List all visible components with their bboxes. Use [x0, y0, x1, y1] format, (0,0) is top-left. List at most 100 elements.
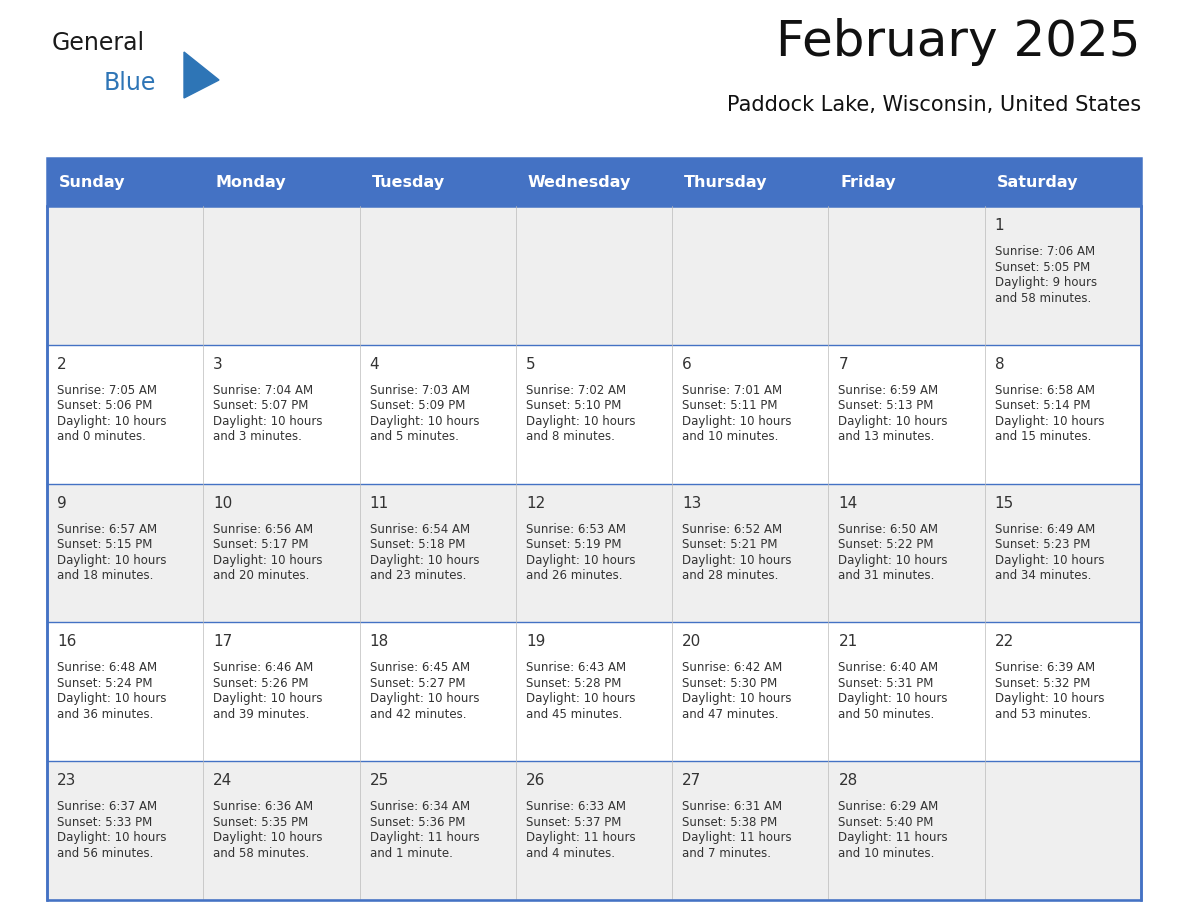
Text: Sunset: 5:21 PM: Sunset: 5:21 PM	[682, 538, 778, 551]
Text: Daylight: 11 hours: Daylight: 11 hours	[839, 831, 948, 845]
Text: and 58 minutes.: and 58 minutes.	[994, 292, 1091, 305]
Text: Sunset: 5:31 PM: Sunset: 5:31 PM	[839, 677, 934, 690]
Text: Daylight: 10 hours: Daylight: 10 hours	[369, 415, 479, 428]
Text: Daylight: 11 hours: Daylight: 11 hours	[526, 831, 636, 845]
Text: Sunset: 5:26 PM: Sunset: 5:26 PM	[214, 677, 309, 690]
Text: Sunrise: 7:02 AM: Sunrise: 7:02 AM	[526, 384, 626, 397]
Text: Sunrise: 7:01 AM: Sunrise: 7:01 AM	[682, 384, 782, 397]
Text: and 15 minutes.: and 15 minutes.	[994, 431, 1091, 443]
Text: and 5 minutes.: and 5 minutes.	[369, 431, 459, 443]
Bar	[48, 484, 1140, 622]
Text: and 20 minutes.: and 20 minutes.	[214, 569, 310, 582]
Text: and 39 minutes.: and 39 minutes.	[214, 708, 310, 721]
Text: Sunset: 5:19 PM: Sunset: 5:19 PM	[526, 538, 621, 551]
Text: 17: 17	[214, 634, 233, 649]
Text: Monday: Monday	[215, 174, 286, 189]
Text: 16: 16	[57, 634, 76, 649]
Text: Sunset: 5:38 PM: Sunset: 5:38 PM	[682, 816, 777, 829]
Text: Sunrise: 6:33 AM: Sunrise: 6:33 AM	[526, 800, 626, 813]
Text: and 26 minutes.: and 26 minutes.	[526, 569, 623, 582]
Text: Sunrise: 6:57 AM: Sunrise: 6:57 AM	[57, 522, 157, 535]
Text: Sunrise: 7:05 AM: Sunrise: 7:05 AM	[57, 384, 157, 397]
Text: Tuesday: Tuesday	[372, 174, 444, 189]
Text: Paddock Lake, Wisconsin, United States: Paddock Lake, Wisconsin, United States	[727, 95, 1140, 115]
Bar	[48, 761, 1140, 900]
Text: Sunset: 5:17 PM: Sunset: 5:17 PM	[214, 538, 309, 551]
Text: Sunrise: 6:39 AM: Sunrise: 6:39 AM	[994, 661, 1095, 675]
Text: Daylight: 10 hours: Daylight: 10 hours	[682, 554, 791, 566]
Text: Sunrise: 6:48 AM: Sunrise: 6:48 AM	[57, 661, 157, 675]
Text: Sunset: 5:23 PM: Sunset: 5:23 PM	[994, 538, 1091, 551]
Text: Sunset: 5:40 PM: Sunset: 5:40 PM	[839, 816, 934, 829]
Text: and 1 minute.: and 1 minute.	[369, 846, 453, 859]
Text: Sunrise: 6:36 AM: Sunrise: 6:36 AM	[214, 800, 314, 813]
Text: Sunset: 5:15 PM: Sunset: 5:15 PM	[57, 538, 152, 551]
Text: Daylight: 10 hours: Daylight: 10 hours	[369, 554, 479, 566]
Text: February 2025: February 2025	[777, 18, 1140, 66]
Text: Sunset: 5:06 PM: Sunset: 5:06 PM	[57, 399, 152, 412]
Text: 2: 2	[57, 357, 67, 372]
Text: 3: 3	[214, 357, 223, 372]
Text: Daylight: 10 hours: Daylight: 10 hours	[57, 692, 166, 705]
Text: and 10 minutes.: and 10 minutes.	[839, 846, 935, 859]
Text: Daylight: 10 hours: Daylight: 10 hours	[839, 692, 948, 705]
Text: and 7 minutes.: and 7 minutes.	[682, 846, 771, 859]
Text: Sunrise: 6:40 AM: Sunrise: 6:40 AM	[839, 661, 939, 675]
Text: and 34 minutes.: and 34 minutes.	[994, 569, 1091, 582]
Text: Sunset: 5:33 PM: Sunset: 5:33 PM	[57, 816, 152, 829]
Text: and 53 minutes.: and 53 minutes.	[994, 708, 1091, 721]
Text: Daylight: 10 hours: Daylight: 10 hours	[214, 554, 323, 566]
Text: Sunrise: 7:06 AM: Sunrise: 7:06 AM	[994, 245, 1095, 258]
Text: 18: 18	[369, 634, 388, 649]
Text: Sunrise: 6:58 AM: Sunrise: 6:58 AM	[994, 384, 1094, 397]
Text: Blue: Blue	[105, 71, 157, 95]
Text: Sunrise: 6:59 AM: Sunrise: 6:59 AM	[839, 384, 939, 397]
Text: Sunset: 5:24 PM: Sunset: 5:24 PM	[57, 677, 152, 690]
Text: 9: 9	[57, 496, 67, 510]
Text: Sunset: 5:10 PM: Sunset: 5:10 PM	[526, 399, 621, 412]
Text: and 56 minutes.: and 56 minutes.	[57, 846, 153, 859]
Text: Thursday: Thursday	[684, 174, 767, 189]
Text: Sunset: 5:35 PM: Sunset: 5:35 PM	[214, 816, 309, 829]
Text: Sunset: 5:27 PM: Sunset: 5:27 PM	[369, 677, 465, 690]
Text: and 31 minutes.: and 31 minutes.	[839, 569, 935, 582]
Bar	[48, 158, 1140, 206]
Text: Daylight: 10 hours: Daylight: 10 hours	[526, 554, 636, 566]
Text: Sunset: 5:32 PM: Sunset: 5:32 PM	[994, 677, 1091, 690]
Text: 11: 11	[369, 496, 388, 510]
Text: and 36 minutes.: and 36 minutes.	[57, 708, 153, 721]
Text: Sunset: 5:30 PM: Sunset: 5:30 PM	[682, 677, 777, 690]
Text: Daylight: 10 hours: Daylight: 10 hours	[57, 554, 166, 566]
Text: 19: 19	[526, 634, 545, 649]
Text: Daylight: 10 hours: Daylight: 10 hours	[214, 415, 323, 428]
Text: Daylight: 11 hours: Daylight: 11 hours	[682, 831, 791, 845]
Text: Sunrise: 6:54 AM: Sunrise: 6:54 AM	[369, 522, 469, 535]
Text: Daylight: 10 hours: Daylight: 10 hours	[214, 831, 323, 845]
Text: Sunset: 5:11 PM: Sunset: 5:11 PM	[682, 399, 778, 412]
Text: Sunrise: 6:43 AM: Sunrise: 6:43 AM	[526, 661, 626, 675]
Text: Daylight: 10 hours: Daylight: 10 hours	[839, 415, 948, 428]
Text: Sunrise: 6:46 AM: Sunrise: 6:46 AM	[214, 661, 314, 675]
Text: Sunrise: 6:56 AM: Sunrise: 6:56 AM	[214, 522, 314, 535]
Text: Sunset: 5:14 PM: Sunset: 5:14 PM	[994, 399, 1091, 412]
Text: 10: 10	[214, 496, 233, 510]
Bar	[48, 158, 1140, 900]
Text: and 50 minutes.: and 50 minutes.	[839, 708, 935, 721]
Text: Sunset: 5:28 PM: Sunset: 5:28 PM	[526, 677, 621, 690]
Text: 4: 4	[369, 357, 379, 372]
Text: Wednesday: Wednesday	[527, 174, 631, 189]
Text: Daylight: 10 hours: Daylight: 10 hours	[994, 415, 1104, 428]
Text: Sunrise: 7:03 AM: Sunrise: 7:03 AM	[369, 384, 469, 397]
Text: and 4 minutes.: and 4 minutes.	[526, 846, 615, 859]
Text: Sunrise: 6:53 AM: Sunrise: 6:53 AM	[526, 522, 626, 535]
Text: Sunset: 5:07 PM: Sunset: 5:07 PM	[214, 399, 309, 412]
Text: Daylight: 10 hours: Daylight: 10 hours	[214, 692, 323, 705]
Bar	[48, 345, 1140, 484]
Text: Sunset: 5:09 PM: Sunset: 5:09 PM	[369, 399, 465, 412]
Text: Daylight: 10 hours: Daylight: 10 hours	[57, 831, 166, 845]
Text: and 58 minutes.: and 58 minutes.	[214, 846, 310, 859]
Text: Sunset: 5:13 PM: Sunset: 5:13 PM	[839, 399, 934, 412]
Text: and 3 minutes.: and 3 minutes.	[214, 431, 302, 443]
Text: Sunrise: 6:29 AM: Sunrise: 6:29 AM	[839, 800, 939, 813]
Text: Daylight: 10 hours: Daylight: 10 hours	[57, 415, 166, 428]
